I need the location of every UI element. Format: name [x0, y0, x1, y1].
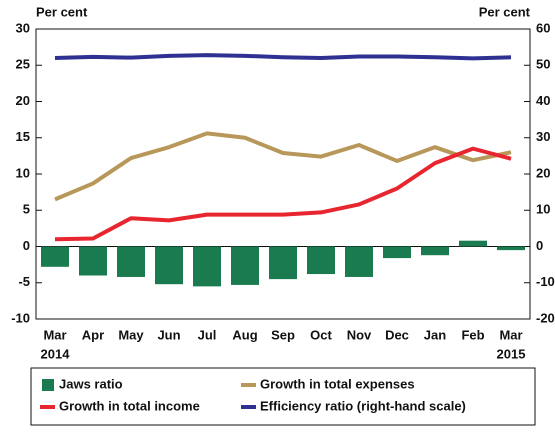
- y2-tick-label: 10: [536, 202, 550, 217]
- line: [54, 131, 512, 202]
- x-tick-label: Dec: [385, 327, 409, 342]
- y-tick-label: 0: [23, 238, 30, 253]
- y-tick-label: 15: [16, 129, 30, 144]
- legend-label: Growth in total income: [59, 398, 200, 413]
- legend-box: [30, 367, 536, 426]
- bar: [345, 246, 373, 277]
- bar: [459, 240, 487, 247]
- legend-label: Efficiency ratio (right-hand scale): [260, 398, 466, 413]
- x-tick-label: Jan: [424, 327, 446, 342]
- y-axis-label: Per cent: [36, 4, 88, 19]
- y-tick-label: 30: [16, 20, 30, 35]
- bar: [79, 246, 107, 276]
- bar: [497, 246, 525, 251]
- y-tick-label: 5: [23, 202, 30, 217]
- bar: [231, 246, 259, 285]
- bar: [383, 246, 411, 259]
- y2-tick-label: 20: [536, 165, 550, 180]
- y2-tick-label: 40: [536, 93, 550, 108]
- y2-tick-label: -20: [536, 310, 555, 325]
- y2-axis-label: Per cent: [479, 4, 531, 19]
- y2-tick-label: 50: [536, 57, 550, 72]
- bar: [193, 246, 221, 287]
- y2-tick-label: 30: [536, 129, 550, 144]
- x-tick-label: Oct: [310, 327, 332, 342]
- bar: [41, 246, 69, 267]
- x-year-label: 2014: [41, 346, 71, 361]
- x-tick-label: Mar: [43, 327, 66, 342]
- bar: [307, 246, 335, 275]
- bar: [421, 246, 449, 256]
- x-tick-label: Jul: [198, 327, 217, 342]
- x-tick-label: Aug: [232, 327, 257, 342]
- y-tick-label: 25: [16, 57, 30, 72]
- x-tick-label: Jun: [157, 327, 180, 342]
- y2-tick-label: 0: [536, 238, 543, 253]
- y-tick-label: 10: [16, 165, 30, 180]
- x-tick-label: Nov: [347, 327, 372, 342]
- y-tick-label: -5: [18, 274, 30, 289]
- y-tick-label: -10: [11, 310, 30, 325]
- line: [54, 146, 512, 242]
- y-tick-label: 20: [16, 93, 30, 108]
- x-tick-label: May: [118, 327, 144, 342]
- legend-label: Jaws ratio: [59, 376, 123, 391]
- x-tick-label: Sep: [271, 327, 295, 342]
- bar: [269, 246, 297, 280]
- y2-tick-label: 60: [536, 20, 550, 35]
- x-year-label: 2015: [497, 346, 526, 361]
- y2-tick-label: -10: [536, 274, 555, 289]
- bar: [155, 246, 183, 285]
- x-tick-label: Apr: [82, 327, 104, 342]
- line: [54, 53, 512, 61]
- x-tick-label: Mar: [499, 327, 522, 342]
- x-tick-label: Feb: [461, 327, 484, 342]
- bar: [117, 246, 145, 277]
- legend-label: Growth in total expenses: [260, 376, 415, 391]
- legend-swatch: [42, 379, 54, 391]
